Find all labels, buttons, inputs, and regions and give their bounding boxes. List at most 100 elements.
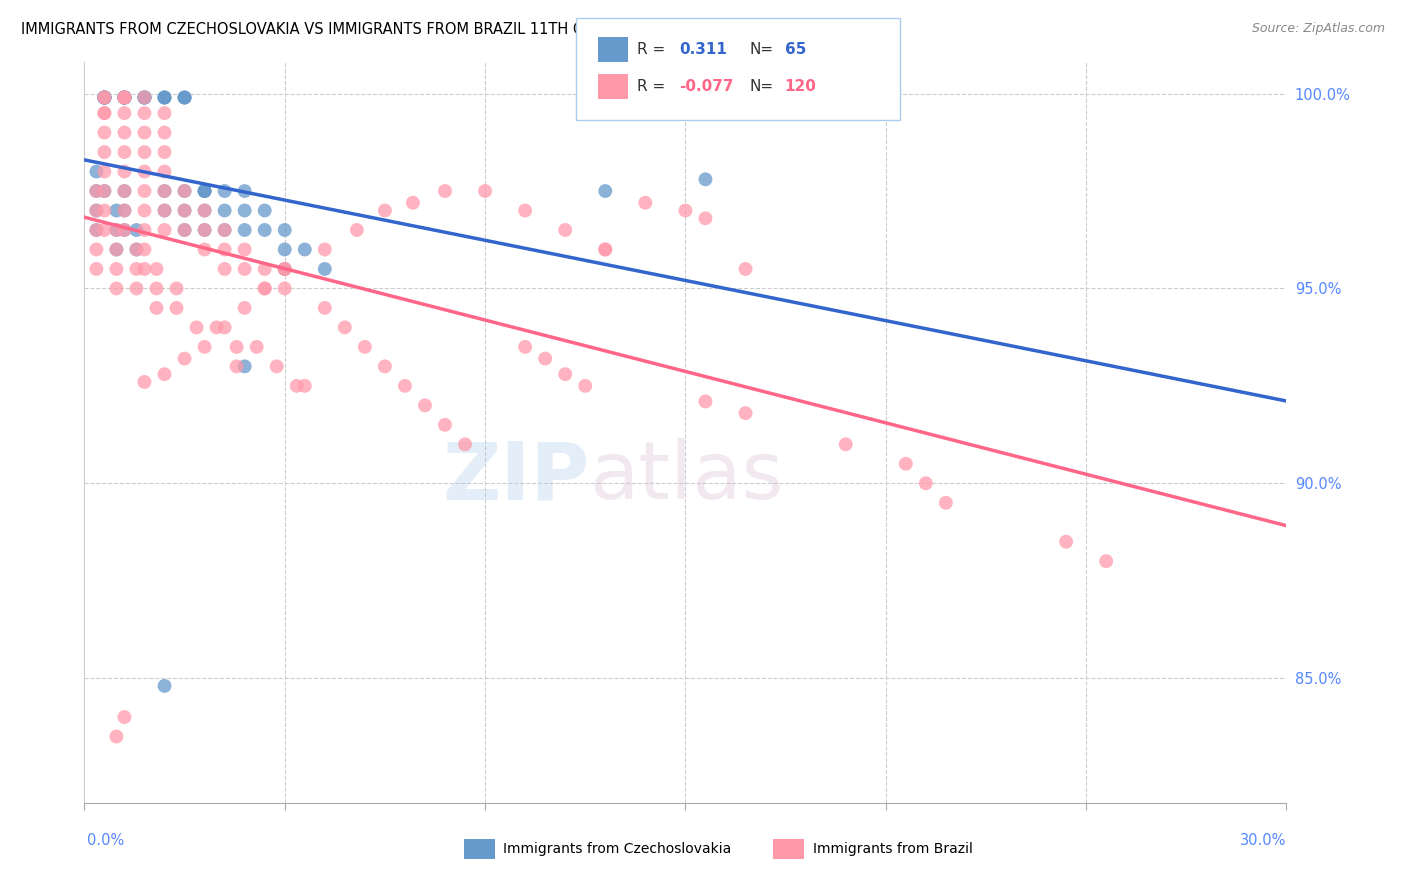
Point [314,243,336,257]
Point [125,223,148,237]
Point [595,184,617,198]
Text: 0.0%: 0.0% [87,833,124,847]
Text: R =: R = [637,42,665,56]
Point [93,184,115,198]
Point [274,243,297,257]
Point [194,243,217,257]
Point [634,195,657,210]
Point [134,243,156,257]
Point [93,90,115,104]
Point [93,90,115,104]
Point [233,301,256,315]
Point [194,203,217,218]
Point [695,211,717,226]
Point [105,730,128,744]
Point [93,106,115,120]
Point [93,90,115,104]
Point [93,106,115,120]
Point [86,262,108,277]
Point [105,223,128,237]
Point [93,90,115,104]
Point [93,90,115,104]
Point [153,203,176,218]
Point [125,262,148,277]
Text: ZIP: ZIP [441,438,589,516]
Point [145,301,167,315]
Text: atlas: atlas [589,438,783,516]
Text: Immigrants from Brazil: Immigrants from Brazil [813,842,973,856]
Point [86,243,108,257]
Point [214,223,236,237]
Point [153,203,176,218]
Point [734,406,756,420]
Point [346,223,368,237]
Text: R =: R = [637,79,665,94]
Point [314,301,336,315]
Point [93,90,115,104]
Point [153,90,176,104]
Point [574,379,596,393]
Point [134,90,156,104]
Text: Source: ZipAtlas.com: Source: ZipAtlas.com [1251,22,1385,36]
Text: 65: 65 [785,42,806,56]
Point [233,184,256,198]
Point [173,203,195,218]
Point [86,164,108,178]
Point [114,203,135,218]
Point [93,126,115,140]
Point [214,262,236,277]
Text: -0.077: -0.077 [679,79,734,94]
Point [595,243,617,257]
Point [534,351,557,366]
Point [114,223,135,237]
Point [93,203,115,218]
Point [125,243,148,257]
Text: Immigrants from Czechoslovakia: Immigrants from Czechoslovakia [503,842,731,856]
Point [173,351,195,366]
Point [153,367,176,381]
Point [134,126,156,140]
Point [114,184,135,198]
Point [233,223,256,237]
Point [214,203,236,218]
Point [894,457,917,471]
Point [153,184,176,198]
Point [515,340,537,354]
Point [86,203,108,218]
Point [86,184,108,198]
Point [186,320,208,334]
Point [125,243,148,257]
Point [134,145,156,159]
Point [173,90,195,104]
Point [134,184,156,198]
Point [153,145,176,159]
Point [114,90,135,104]
Point [253,223,276,237]
Point [114,203,135,218]
Text: 120: 120 [785,79,817,94]
Point [474,184,496,198]
Point [233,262,256,277]
Point [105,243,128,257]
Point [266,359,288,374]
Point [734,262,756,277]
Point [554,223,576,237]
Point [93,223,115,237]
Point [145,262,167,277]
Point [114,90,135,104]
Point [915,476,938,491]
Point [434,417,457,432]
Point [225,340,247,354]
Point [153,223,176,237]
Text: 30.0%: 30.0% [1240,833,1286,847]
Point [86,223,108,237]
Point [166,281,188,295]
Point [93,90,115,104]
Point [114,90,135,104]
Point [105,262,128,277]
Point [554,367,576,381]
Text: N=: N= [749,42,773,56]
Point [835,437,858,451]
Point [253,281,276,295]
Point [86,203,108,218]
